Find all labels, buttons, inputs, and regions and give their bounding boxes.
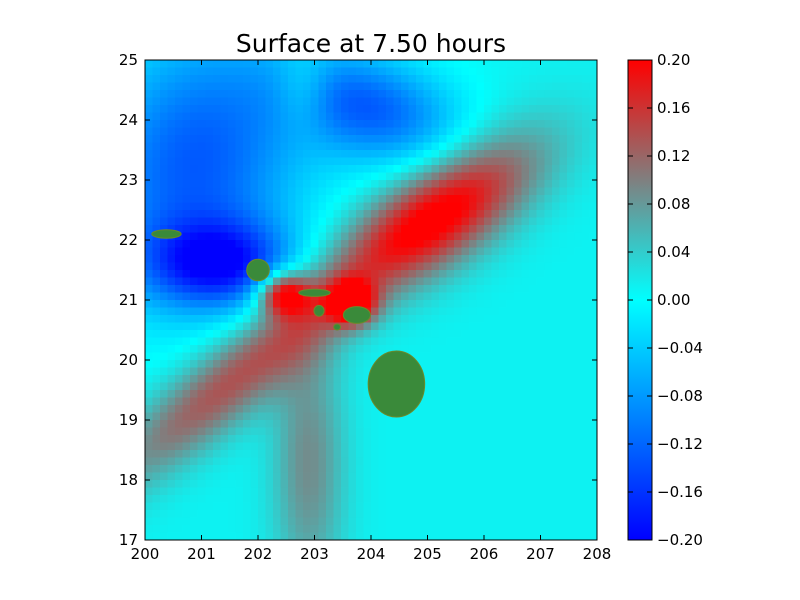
colorbar-tick-label: −0.08	[657, 387, 703, 405]
x-tick-label: 200	[131, 545, 160, 563]
x-tick-label: 207	[526, 545, 555, 563]
x-tick-label: 202	[244, 545, 273, 563]
x-tick-label: 203	[300, 545, 329, 563]
colorbar-tick-label: 0.00	[657, 291, 690, 309]
y-tick-label: 23	[119, 171, 138, 189]
colorbar-tick-label: 0.08	[657, 195, 690, 213]
land-islands	[151, 229, 426, 418]
colorbar-ticks: 0.20 0.16 0.12 0.08 0.04 0.00 −0.04 −0.08 −0.12 −…	[628, 51, 703, 549]
y-tick-label: 18	[119, 471, 138, 489]
colorbar-tick-label: −0.04	[657, 339, 703, 357]
x-tick-label: 201	[187, 545, 216, 563]
colorbar: 0.20 0.16 0.12 0.08 0.04 0.00 −0.04 −0.08 −0.12 −…	[627, 51, 703, 549]
y-axis-ticks: 17 18 19 20 21 22 23 24 25	[119, 51, 597, 549]
island-oahu	[246, 258, 270, 282]
y-tick-label: 24	[119, 111, 138, 129]
y-tick-label: 25	[119, 51, 138, 69]
colorbar-tick-label: −0.12	[657, 435, 703, 453]
heatmap-plot: 200 201 202 203 204 205 206 207 208 17 18 19 20 21 22…	[119, 51, 611, 563]
colorbar-tick-label: −0.20	[657, 531, 703, 549]
x-tick-label: 206	[470, 545, 499, 563]
chart-title: Surface at 7.50 hours	[236, 29, 506, 58]
y-tick-label: 21	[119, 291, 138, 309]
colorbar-tick-label: 0.12	[657, 147, 690, 165]
y-tick-label: 17	[119, 531, 138, 549]
colorbar-tick-label: −0.16	[657, 483, 703, 501]
island-niihau-kauai	[151, 229, 182, 239]
island-lanai	[313, 304, 325, 317]
colorbar-tick-label: 0.04	[657, 243, 690, 261]
y-tick-label: 19	[119, 411, 138, 429]
colorbar-tick-label: 0.16	[657, 99, 690, 117]
x-axis-ticks: 200 201 202 203 204 205 206 207 208	[131, 60, 612, 563]
heatmap-surface	[145, 60, 597, 540]
y-tick-label: 22	[119, 231, 138, 249]
x-tick-label: 205	[413, 545, 442, 563]
x-tick-label: 204	[357, 545, 386, 563]
island-molokai	[298, 288, 331, 297]
island-maui	[342, 306, 371, 324]
island-hawaii	[367, 350, 426, 418]
y-tick-label: 20	[119, 351, 138, 369]
x-tick-label: 208	[583, 545, 612, 563]
colorbar-tick-label: 0.20	[657, 51, 690, 69]
island-kahoolawe	[333, 323, 341, 331]
